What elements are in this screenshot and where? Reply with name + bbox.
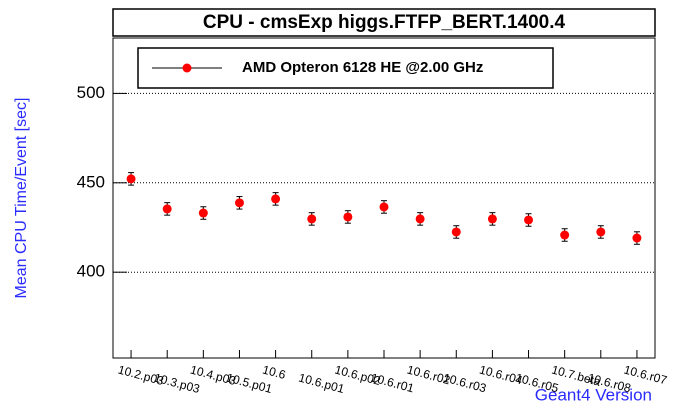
data-point (307, 214, 317, 224)
y-tick-label: 450 (77, 172, 105, 191)
data-point (415, 214, 425, 224)
data-point (271, 194, 281, 204)
data-point (632, 233, 642, 243)
data-point (126, 174, 136, 184)
data-point (596, 227, 606, 237)
data-point (451, 227, 461, 237)
title-box (112, 8, 656, 37)
y-axis-label: Mean CPU Time/Event [sec] (13, 98, 30, 299)
y-tick-label: 400 (77, 262, 105, 281)
legend-marker (182, 63, 192, 73)
x-tick-label: 10.6 (261, 362, 287, 382)
data-point (198, 208, 208, 218)
data-point (379, 202, 389, 212)
chart-title: CPU - cmsExp higgs.FTFP_BERT.1400.4 (203, 12, 566, 33)
data-point (487, 214, 497, 224)
y-tick-label: 500 (77, 83, 105, 102)
data-point (560, 230, 570, 240)
data-point (162, 204, 172, 214)
data-point (234, 198, 244, 208)
x-axis-label: Geant4 Version (535, 385, 652, 404)
data-point (524, 215, 534, 225)
data-point (343, 212, 353, 222)
legend-label: AMD Opteron 6128 HE @2.00 GHz (242, 59, 483, 76)
